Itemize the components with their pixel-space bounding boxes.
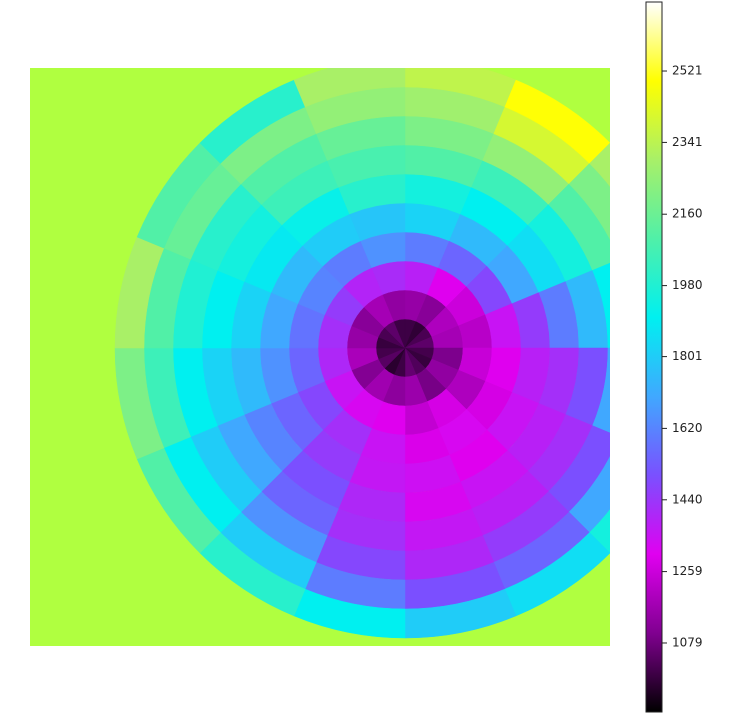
- heatmap-cell: [589, 142, 610, 187]
- heatmap-cell: [293, 68, 406, 108]
- colorbar-tick-label: 1980: [672, 278, 703, 292]
- heatmap: [114, 68, 610, 639]
- colorbar-tick-label: 2160: [672, 207, 703, 221]
- colorbar: [645, 1, 663, 713]
- colorbar-tick-label: 1079: [672, 635, 703, 649]
- colorbar-axis: 1079 1259 1440 1620 1801 1980 2160 2341 2521: [662, 64, 703, 649]
- colorbar-tick-label: 1440: [672, 492, 703, 506]
- colorbar-tick-label: 2341: [672, 135, 703, 149]
- heatmap-cell: [568, 163, 610, 240]
- heatmap-cell: [592, 262, 610, 349]
- colorbar-tick-label: 1259: [672, 564, 703, 578]
- colorbar-tick-label: 1620: [672, 421, 703, 435]
- colorbar-tick-label: 1801: [672, 349, 703, 363]
- colorbar-tick-label: 2521: [672, 64, 703, 78]
